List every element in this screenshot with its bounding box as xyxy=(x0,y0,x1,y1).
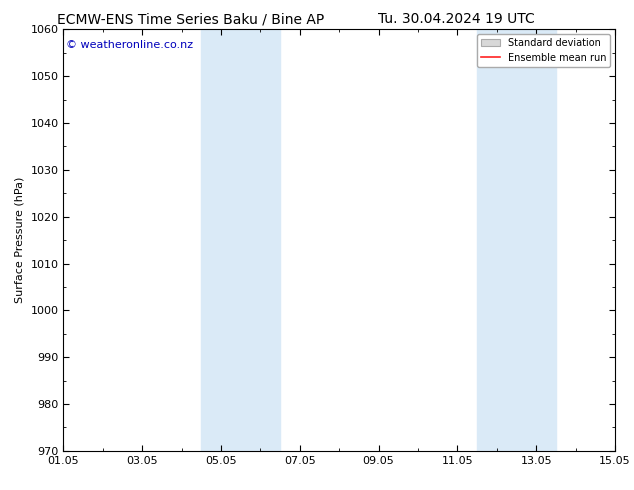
Text: Tu. 30.04.2024 19 UTC: Tu. 30.04.2024 19 UTC xyxy=(378,12,535,26)
Bar xyxy=(477,29,556,451)
Bar xyxy=(202,29,280,451)
Y-axis label: Surface Pressure (hPa): Surface Pressure (hPa) xyxy=(15,177,25,303)
Text: © weatheronline.co.nz: © weatheronline.co.nz xyxy=(66,40,193,50)
Text: ECMW-ENS Time Series Baku / Bine AP: ECMW-ENS Time Series Baku / Bine AP xyxy=(56,12,324,26)
Legend: Standard deviation, Ensemble mean run: Standard deviation, Ensemble mean run xyxy=(477,34,610,67)
